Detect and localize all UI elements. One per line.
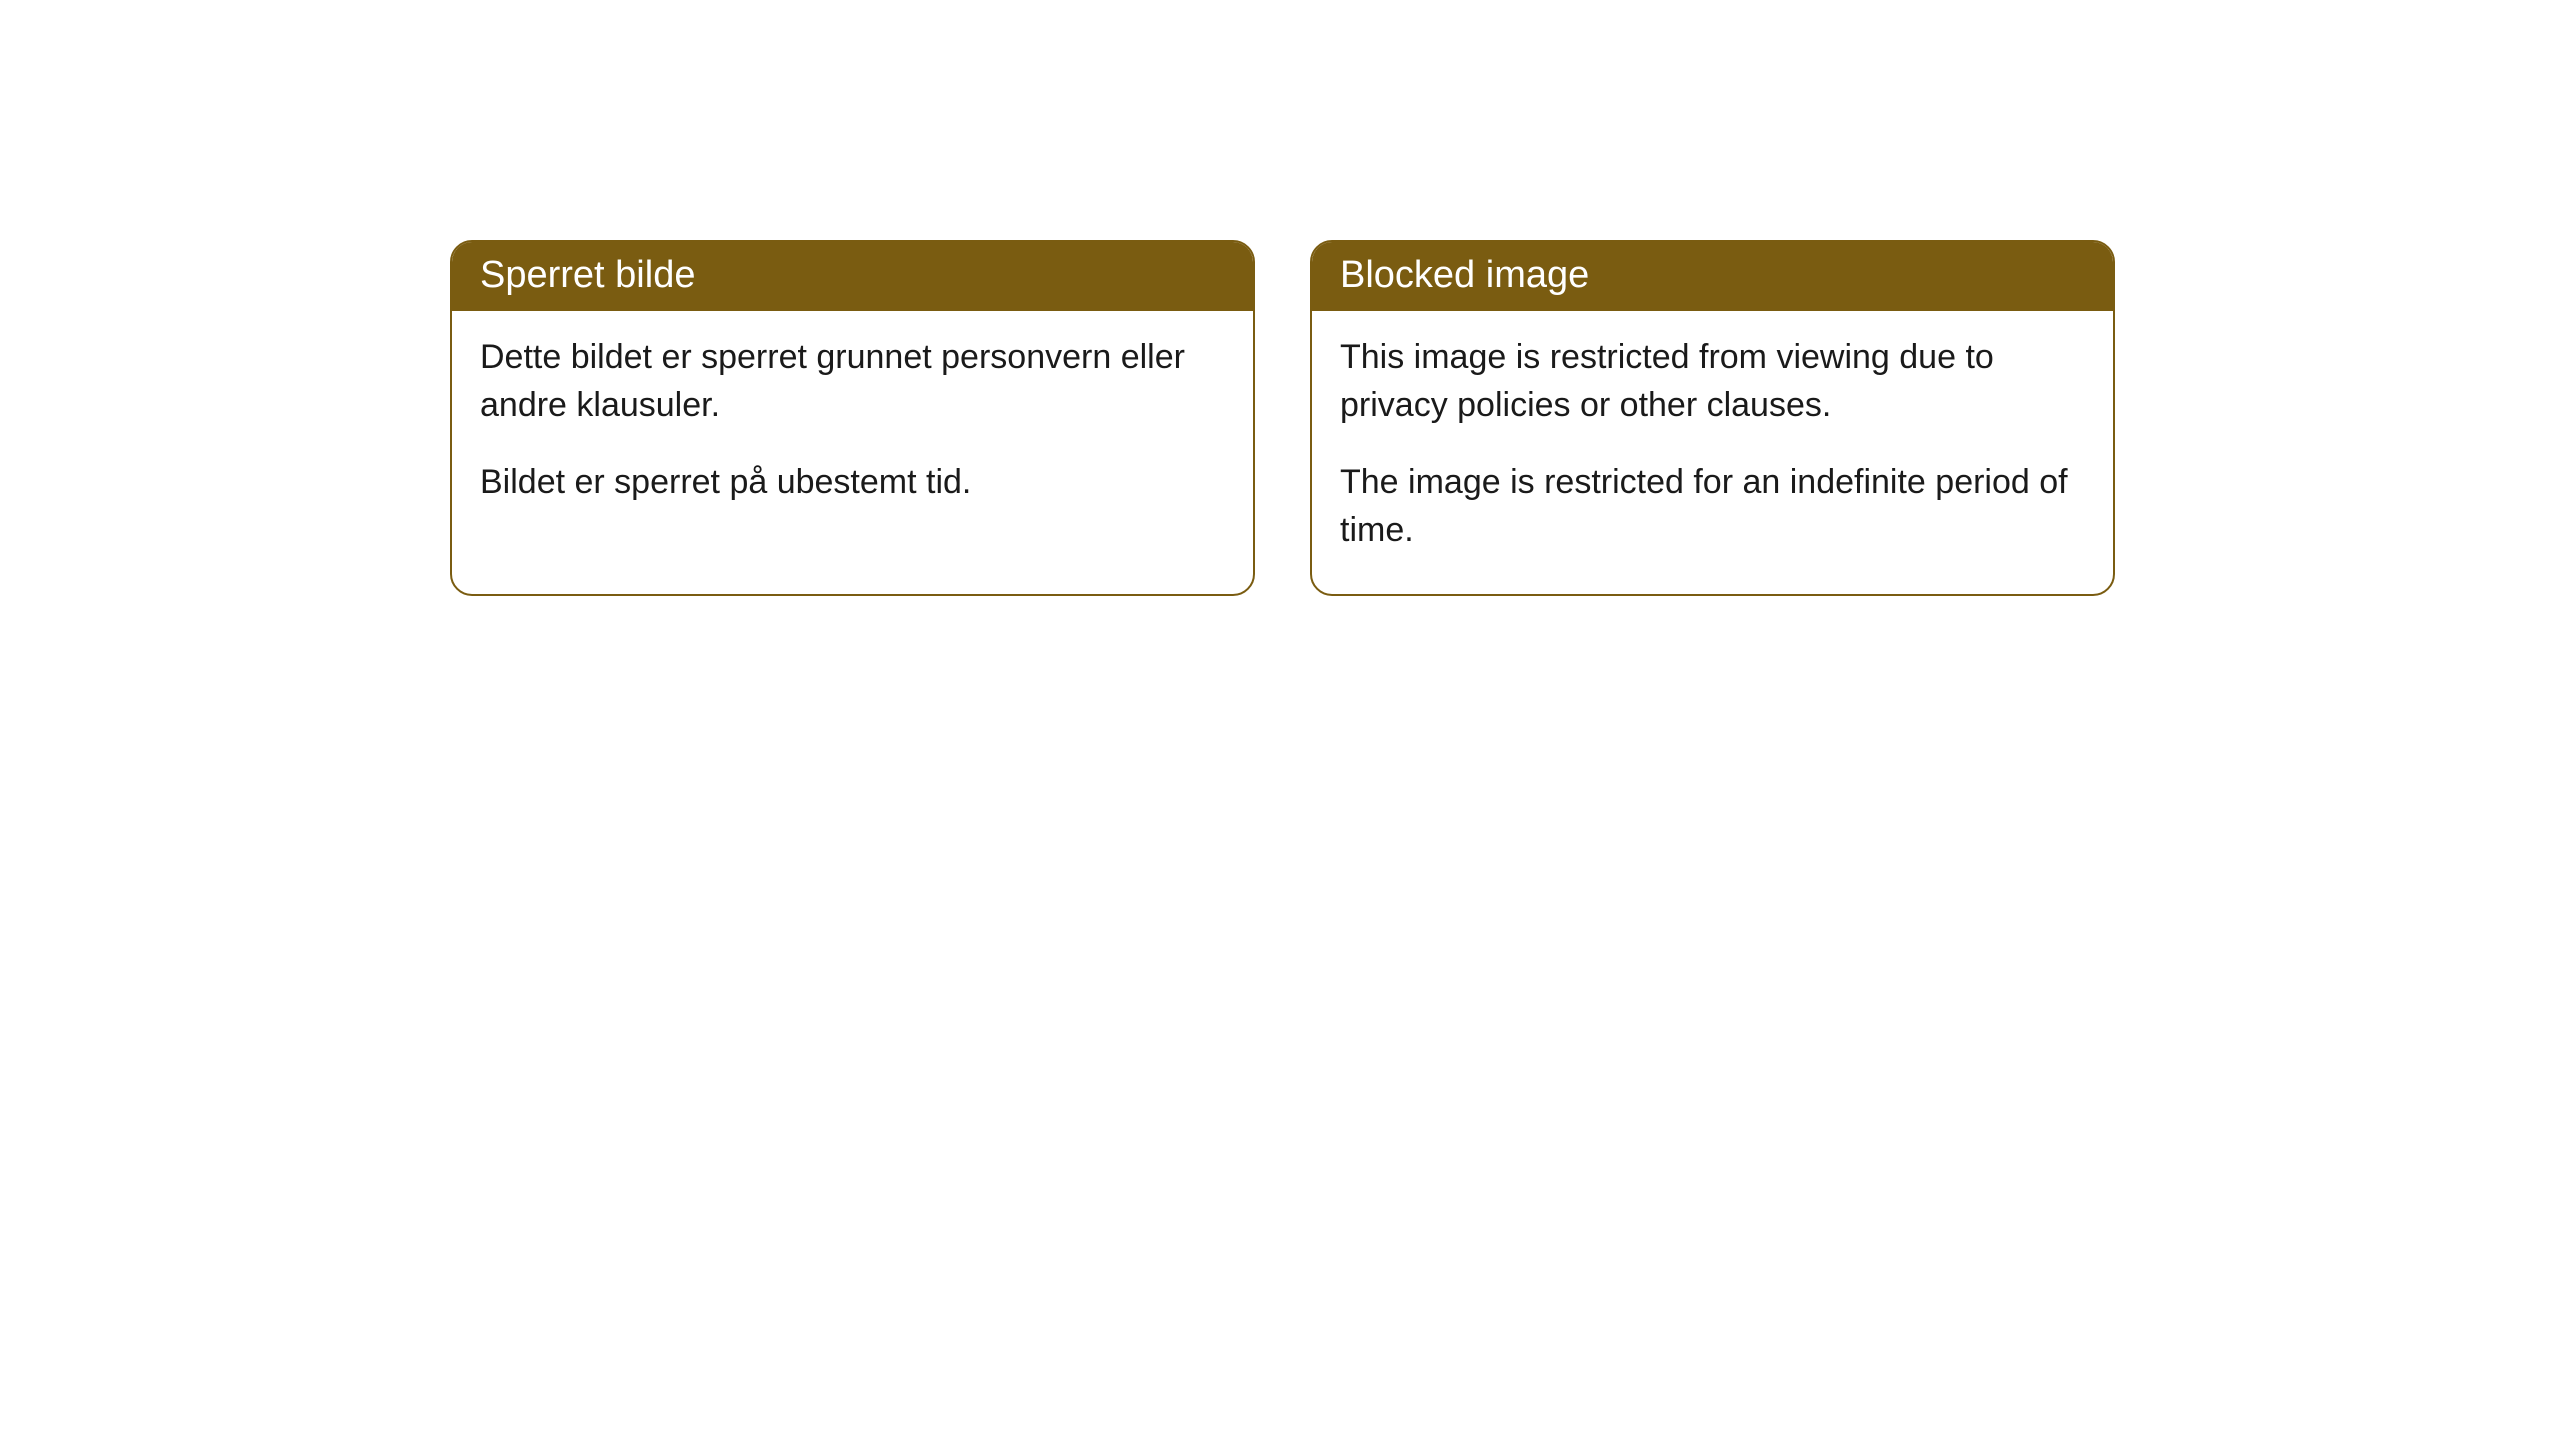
card-header: Blocked image <box>1312 242 2113 311</box>
notice-cards-container: Sperret bilde Dette bildet er sperret gr… <box>0 0 2560 596</box>
card-body: This image is restricted from viewing du… <box>1312 311 2113 594</box>
card-paragraph: The image is restricted for an indefinit… <box>1340 458 2085 555</box>
card-title: Blocked image <box>1340 254 1589 296</box>
card-title: Sperret bilde <box>480 254 695 296</box>
card-paragraph: This image is restricted from viewing du… <box>1340 333 2085 430</box>
blocked-image-card-norwegian: Sperret bilde Dette bildet er sperret gr… <box>450 240 1255 596</box>
card-header: Sperret bilde <box>452 242 1253 311</box>
card-paragraph: Bildet er sperret på ubestemt tid. <box>480 458 1225 506</box>
card-paragraph: Dette bildet er sperret grunnet personve… <box>480 333 1225 430</box>
card-body: Dette bildet er sperret grunnet personve… <box>452 311 1253 546</box>
blocked-image-card-english: Blocked image This image is restricted f… <box>1310 240 2115 596</box>
